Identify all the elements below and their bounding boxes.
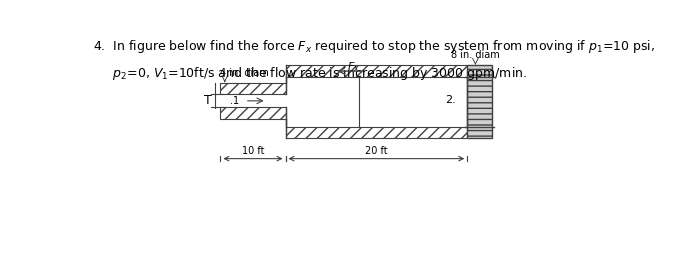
Text: $F_x$: $F_x$ bbox=[346, 60, 360, 74]
Bar bbox=[286, 126, 468, 138]
Text: 10 ft: 10 ft bbox=[241, 146, 264, 155]
Text: .1: .1 bbox=[230, 96, 239, 106]
Text: $p_2$=0, $V_1$=10ft/s and the flow rate is increasing by 3000 gpm/min.: $p_2$=0, $V_1$=10ft/s and the flow rate … bbox=[93, 65, 527, 82]
Text: 4.  In figure below find the force $F_x$ required to stop the system from moving: 4. In figure below find the force $F_x$ … bbox=[93, 38, 655, 55]
Bar bbox=[220, 83, 286, 94]
Text: T: T bbox=[204, 94, 212, 107]
Bar bbox=[468, 65, 491, 138]
Text: 8 in. diam: 8 in. diam bbox=[451, 50, 500, 60]
Bar bbox=[286, 65, 468, 77]
Text: 4 in. diam: 4 in. diam bbox=[220, 68, 270, 78]
Bar bbox=[220, 107, 286, 119]
Text: 20 ft: 20 ft bbox=[365, 146, 388, 155]
Text: 2.: 2. bbox=[446, 95, 456, 105]
